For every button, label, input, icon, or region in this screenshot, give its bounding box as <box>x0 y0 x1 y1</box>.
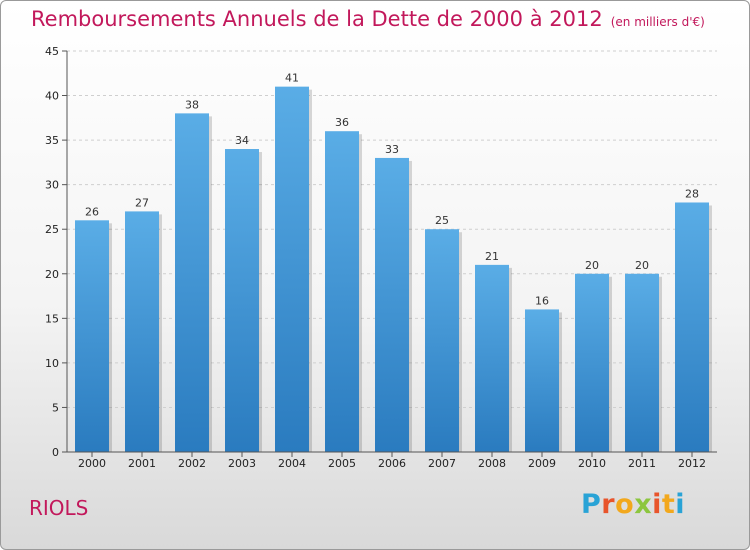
bar <box>375 157 409 452</box>
y-tick-label: 35 <box>45 134 59 147</box>
bar <box>575 273 609 452</box>
logo-letter: P <box>581 489 602 520</box>
y-tick-label: 30 <box>45 179 59 192</box>
bar <box>325 131 359 452</box>
data-label: 33 <box>385 143 399 156</box>
bar <box>175 113 209 452</box>
proxiti-logo: Proxiti <box>581 489 685 520</box>
x-tick-label: 2012 <box>678 457 706 470</box>
logo-letter: i <box>652 489 662 520</box>
data-label: 20 <box>585 259 599 272</box>
bar <box>625 273 659 452</box>
data-label: 36 <box>335 116 349 129</box>
y-tick-label: 5 <box>52 401 59 414</box>
x-tick-label: 2005 <box>328 457 356 470</box>
bar <box>525 309 559 452</box>
data-label: 21 <box>485 250 499 263</box>
chart-title: Remboursements Annuels de la Dette de 20… <box>31 7 705 31</box>
commune-name: RIOLS <box>29 496 89 520</box>
logo-letter: r <box>601 489 616 520</box>
y-tick-label: 0 <box>52 446 59 459</box>
title-unit: (en milliers d'€) <box>610 15 705 29</box>
data-label: 34 <box>235 134 249 147</box>
y-tick-label: 40 <box>45 90 59 103</box>
y-tick-label: 15 <box>45 312 59 325</box>
y-tick-label: 25 <box>45 223 59 236</box>
bar <box>475 264 509 452</box>
y-tick-label: 20 <box>45 268 59 281</box>
data-label: 28 <box>685 187 699 200</box>
data-label: 38 <box>185 98 199 111</box>
y-tick-label: 10 <box>45 357 59 370</box>
logo-letter: t <box>661 489 676 520</box>
bar <box>75 220 109 452</box>
data-label: 20 <box>635 259 649 272</box>
logo-letter: i <box>675 489 686 520</box>
x-tick-label: 2004 <box>278 457 306 470</box>
data-label: 16 <box>535 294 549 307</box>
bar <box>125 211 159 452</box>
x-tick-label: 2006 <box>378 457 406 470</box>
x-tick-label: 2007 <box>428 457 456 470</box>
x-tick-label: 2010 <box>578 457 606 470</box>
x-tick-label: 2001 <box>128 457 156 470</box>
title-text: Remboursements Annuels de la Dette de 20… <box>31 7 603 31</box>
bar <box>425 229 459 452</box>
data-label: 25 <box>435 214 449 227</box>
x-tick-label: 2008 <box>478 457 506 470</box>
bar <box>275 86 309 453</box>
data-label: 26 <box>85 205 99 218</box>
x-tick-label: 2000 <box>78 457 106 470</box>
data-label: 41 <box>285 72 299 85</box>
bar <box>675 202 709 452</box>
bar <box>225 149 259 452</box>
x-tick-label: 2011 <box>628 457 656 470</box>
logo-letter: o <box>615 489 635 520</box>
x-tick-label: 2003 <box>228 457 256 470</box>
logo-letter: x <box>634 489 653 520</box>
x-tick-label: 2009 <box>528 457 556 470</box>
y-tick-label: 45 <box>45 45 59 58</box>
x-tick-label: 2002 <box>178 457 206 470</box>
data-label: 27 <box>135 196 149 209</box>
